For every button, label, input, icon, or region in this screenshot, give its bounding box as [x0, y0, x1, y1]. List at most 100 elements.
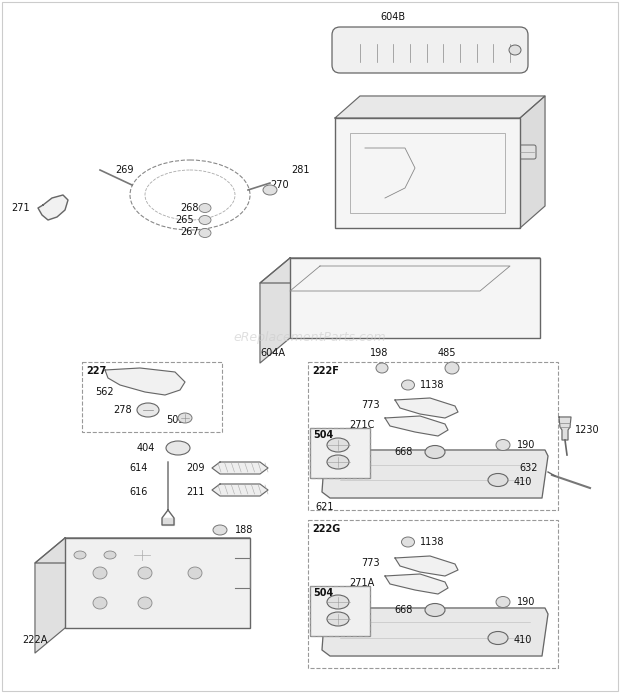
- Ellipse shape: [166, 441, 190, 455]
- Ellipse shape: [327, 455, 349, 469]
- Ellipse shape: [425, 604, 445, 617]
- Ellipse shape: [496, 597, 510, 608]
- Ellipse shape: [327, 438, 349, 452]
- Polygon shape: [385, 574, 448, 594]
- Ellipse shape: [138, 597, 152, 609]
- Text: 188: 188: [235, 525, 254, 535]
- Polygon shape: [212, 484, 268, 496]
- Ellipse shape: [104, 551, 116, 559]
- Bar: [310, 428, 370, 478]
- Text: eReplacementParts.com: eReplacementParts.com: [234, 331, 386, 344]
- Ellipse shape: [138, 567, 152, 579]
- Text: 222G: 222G: [312, 524, 340, 534]
- Text: 504: 504: [313, 588, 334, 598]
- Bar: [308, 520, 558, 668]
- Text: 1138: 1138: [420, 537, 445, 547]
- Ellipse shape: [93, 567, 107, 579]
- Text: 1230: 1230: [575, 425, 600, 435]
- Text: 270: 270: [270, 180, 289, 190]
- FancyBboxPatch shape: [332, 27, 528, 73]
- Polygon shape: [559, 417, 571, 440]
- Polygon shape: [322, 608, 548, 656]
- Ellipse shape: [496, 439, 510, 450]
- Text: 485: 485: [438, 348, 456, 358]
- Ellipse shape: [445, 362, 459, 374]
- Text: 198: 198: [370, 348, 388, 358]
- FancyBboxPatch shape: [518, 145, 536, 159]
- Ellipse shape: [199, 229, 211, 238]
- Text: 209: 209: [187, 463, 205, 473]
- Text: 404: 404: [136, 443, 155, 453]
- Bar: [310, 586, 370, 636]
- Text: 269: 269: [115, 165, 133, 175]
- Polygon shape: [38, 195, 68, 220]
- Text: 268: 268: [180, 203, 198, 213]
- Ellipse shape: [509, 45, 521, 55]
- Ellipse shape: [199, 216, 211, 225]
- Text: 616: 616: [130, 487, 148, 497]
- Text: 265: 265: [175, 215, 193, 225]
- Text: 271C: 271C: [350, 420, 375, 430]
- Ellipse shape: [488, 473, 508, 486]
- Polygon shape: [260, 258, 540, 283]
- Bar: [290, 258, 540, 338]
- Text: 190: 190: [517, 440, 536, 450]
- Text: 504: 504: [313, 430, 334, 440]
- Text: 564: 564: [490, 147, 508, 157]
- Text: 271: 271: [11, 203, 30, 213]
- Text: 410: 410: [514, 477, 533, 487]
- Text: 1138: 1138: [420, 380, 445, 390]
- Text: 604B: 604B: [380, 12, 405, 22]
- Polygon shape: [105, 368, 185, 395]
- Ellipse shape: [402, 380, 415, 390]
- Text: 505: 505: [166, 415, 185, 425]
- Text: 773: 773: [361, 558, 380, 568]
- Text: 668: 668: [394, 447, 413, 457]
- Polygon shape: [520, 96, 545, 228]
- Polygon shape: [35, 538, 250, 563]
- Ellipse shape: [188, 567, 202, 579]
- Ellipse shape: [327, 595, 349, 609]
- Ellipse shape: [376, 363, 388, 373]
- Polygon shape: [335, 96, 545, 118]
- Bar: [310, 586, 370, 636]
- Text: 222F: 222F: [312, 366, 339, 376]
- Bar: [65, 538, 250, 628]
- Bar: [308, 362, 558, 510]
- Text: 222A: 222A: [22, 635, 48, 645]
- Bar: [82, 362, 222, 432]
- Text: 773: 773: [361, 400, 380, 410]
- Ellipse shape: [425, 446, 445, 459]
- Polygon shape: [395, 556, 458, 576]
- Ellipse shape: [137, 403, 159, 417]
- Ellipse shape: [213, 525, 227, 535]
- Text: 632: 632: [520, 463, 538, 473]
- Ellipse shape: [93, 597, 107, 609]
- Polygon shape: [385, 416, 448, 436]
- Text: 668: 668: [394, 605, 413, 615]
- Text: 604A: 604A: [260, 348, 285, 358]
- Ellipse shape: [74, 551, 86, 559]
- Bar: [335, 118, 520, 228]
- Ellipse shape: [402, 537, 415, 547]
- Ellipse shape: [263, 185, 277, 195]
- Polygon shape: [212, 462, 268, 474]
- Polygon shape: [395, 398, 458, 418]
- Bar: [310, 428, 370, 478]
- Text: 281: 281: [291, 165, 310, 175]
- Text: 410: 410: [514, 635, 533, 645]
- Bar: [310, 428, 370, 478]
- Text: 278: 278: [113, 405, 131, 415]
- Ellipse shape: [178, 413, 192, 423]
- Text: 614: 614: [130, 463, 148, 473]
- Ellipse shape: [199, 204, 211, 213]
- Text: 267: 267: [180, 227, 198, 237]
- Text: 227: 227: [86, 366, 106, 376]
- Text: 562: 562: [95, 387, 113, 397]
- Text: 190: 190: [517, 597, 536, 607]
- Polygon shape: [35, 538, 65, 653]
- Polygon shape: [260, 258, 290, 363]
- Text: 211: 211: [187, 487, 205, 497]
- Polygon shape: [162, 518, 174, 525]
- Bar: [350, 133, 505, 213]
